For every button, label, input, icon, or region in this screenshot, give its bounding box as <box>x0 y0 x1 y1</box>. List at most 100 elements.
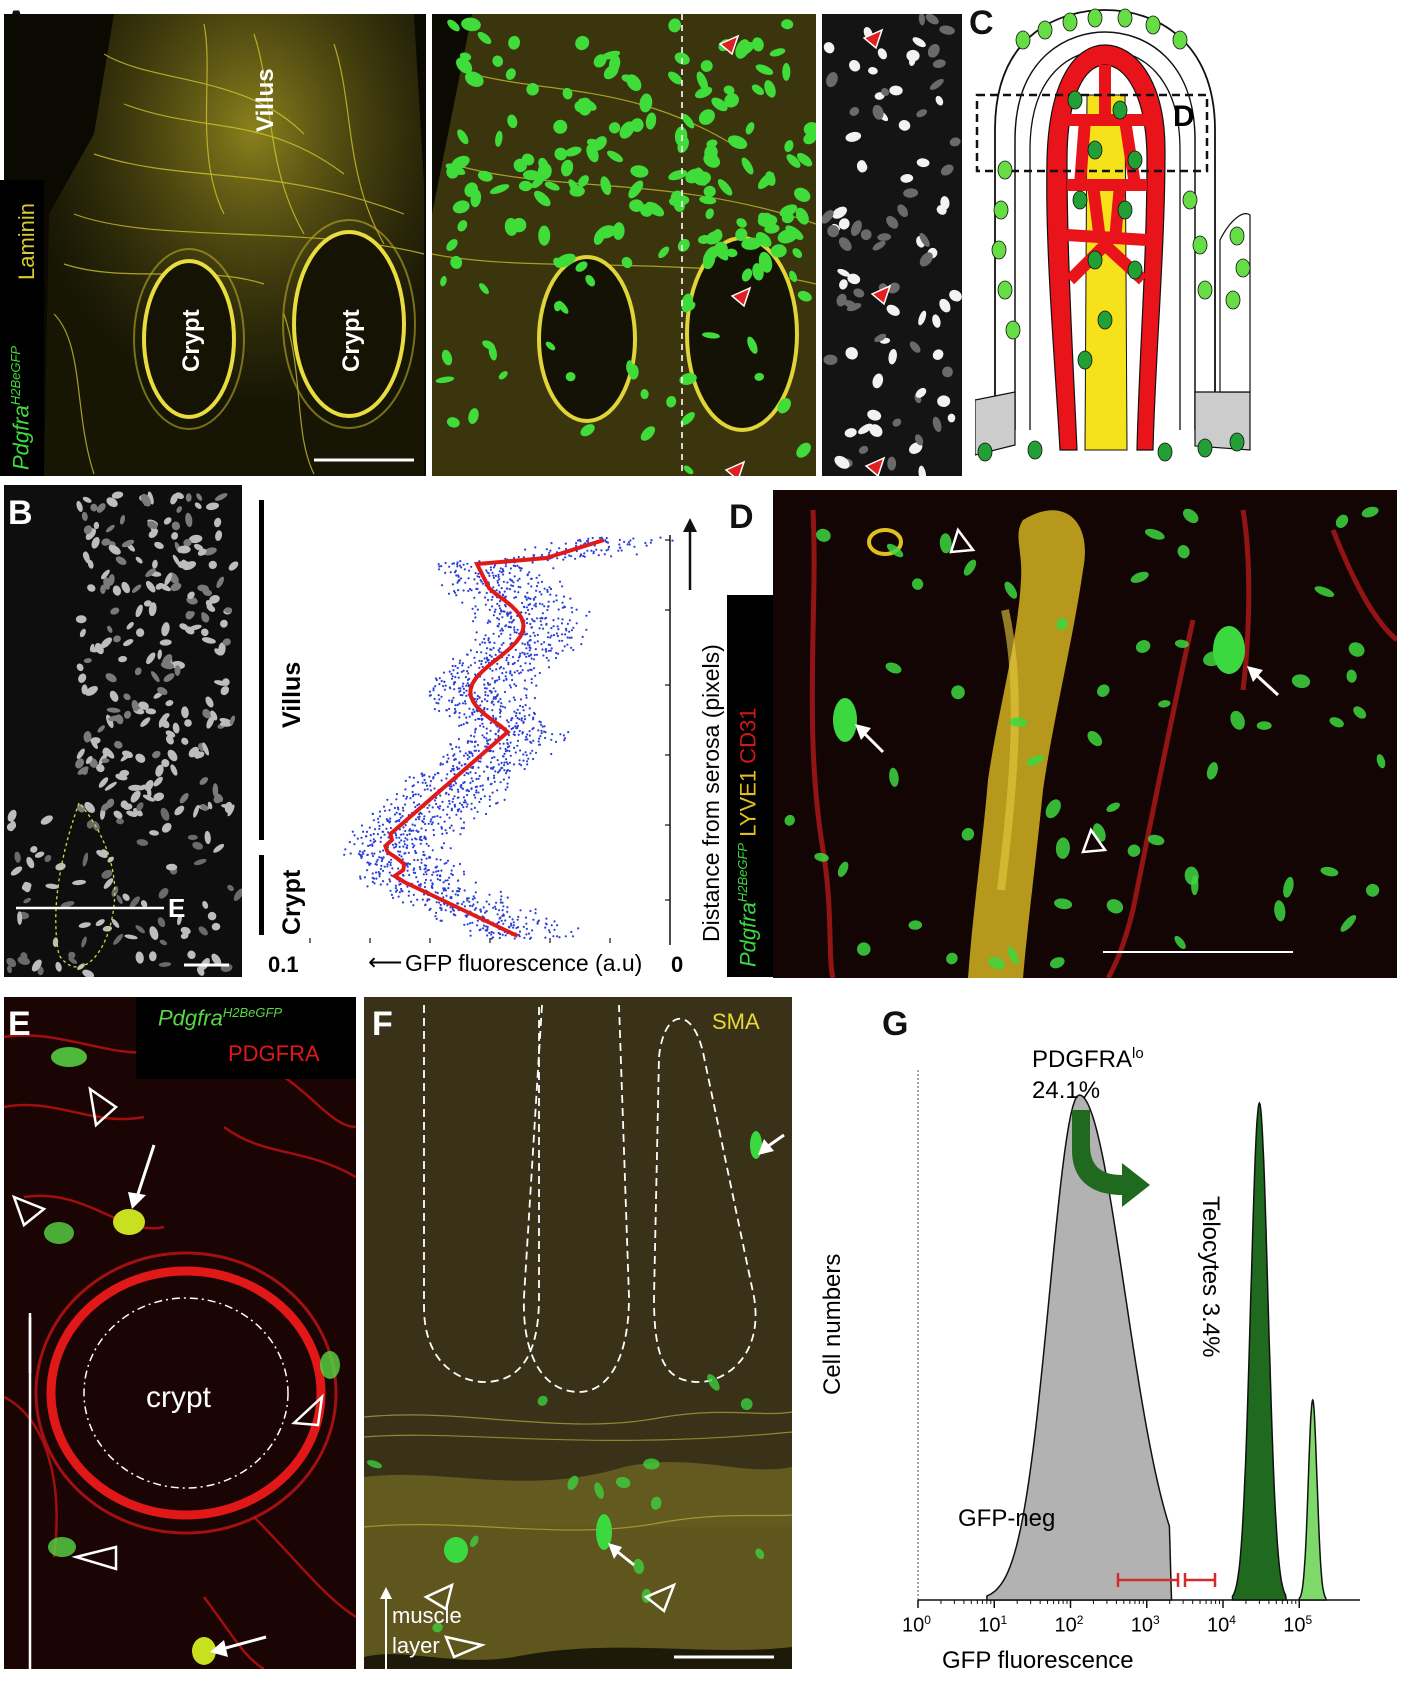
data-point <box>448 699 451 702</box>
data-point <box>423 778 426 782</box>
e-telocyte-2 <box>192 1637 216 1665</box>
data-point <box>461 685 464 688</box>
nucleus <box>123 639 134 647</box>
nucleus <box>949 137 961 147</box>
gfp-nucleus <box>724 93 739 108</box>
data-point <box>466 721 469 725</box>
data-point <box>502 742 505 745</box>
data-point <box>413 858 416 862</box>
data-point <box>428 690 431 693</box>
stromal-cell <box>1072 190 1088 210</box>
nucleus <box>202 742 210 756</box>
data-point <box>477 760 480 763</box>
data-point <box>497 763 500 766</box>
data-point <box>422 817 426 820</box>
data-point <box>483 678 486 681</box>
data-point <box>557 617 560 620</box>
data-point <box>514 596 518 599</box>
data-point <box>489 729 492 732</box>
nucleus <box>95 763 105 773</box>
data-point <box>618 543 621 546</box>
data-point <box>510 922 513 925</box>
data-point <box>450 824 453 827</box>
nucleus <box>939 298 951 313</box>
nucleus <box>30 846 38 853</box>
data-point <box>446 753 449 756</box>
data-point <box>485 900 488 903</box>
data-point <box>530 657 533 660</box>
data-point <box>478 643 482 646</box>
data-point <box>493 774 496 777</box>
nucleus <box>189 624 202 631</box>
data-point <box>547 649 551 652</box>
data-point <box>503 752 506 755</box>
data-point <box>550 752 553 756</box>
data-point <box>528 937 532 940</box>
panel-g-label: G <box>882 1005 909 1043</box>
data-point <box>502 667 505 670</box>
data-point <box>524 548 527 551</box>
data-point <box>444 909 447 912</box>
data-point <box>451 583 454 586</box>
data-point <box>598 536 602 540</box>
data-point <box>426 898 429 901</box>
data-point <box>471 754 474 757</box>
nucleus <box>186 611 195 619</box>
data-point <box>529 740 532 743</box>
nucleus <box>143 600 152 607</box>
data-point <box>437 822 440 825</box>
data-point <box>474 718 477 721</box>
data-point <box>386 798 389 801</box>
data-point <box>447 592 451 595</box>
nucleus <box>918 310 927 326</box>
data-point <box>420 772 423 776</box>
nucleus <box>886 304 900 316</box>
nucleus <box>111 918 120 928</box>
data-point <box>533 697 536 700</box>
data-point <box>491 767 494 770</box>
data-point <box>530 681 533 684</box>
nucleus <box>98 777 109 788</box>
stromal-cell <box>1087 8 1103 28</box>
data-point <box>542 654 545 657</box>
data-point <box>412 868 415 871</box>
data-point <box>500 571 503 574</box>
nucleus <box>131 699 139 712</box>
data-point <box>408 776 411 779</box>
data-point <box>466 803 469 806</box>
data-point <box>570 930 573 934</box>
stromal-cell <box>1145 15 1161 35</box>
gfp-nucleus <box>1097 684 1110 697</box>
data-point <box>488 608 491 611</box>
gfp-nucleus <box>492 55 504 67</box>
gfp-nucleus <box>526 83 539 96</box>
gfp-nucleus <box>508 35 521 50</box>
nucleus <box>14 851 21 863</box>
data-point <box>471 713 474 716</box>
nucleus <box>932 314 941 328</box>
data-point <box>397 867 400 870</box>
data-point <box>550 627 553 630</box>
data-point <box>479 928 482 931</box>
data-point <box>448 799 451 803</box>
data-point <box>498 678 501 681</box>
nucleus <box>157 917 166 928</box>
data-point <box>477 572 480 575</box>
data-point <box>516 744 519 747</box>
data-point <box>534 546 537 549</box>
data-point <box>489 761 493 764</box>
gfp-nucleus <box>470 1535 479 1547</box>
data-point <box>476 919 479 922</box>
nucleus <box>909 442 923 454</box>
trend-line <box>382 538 605 938</box>
nucleus <box>181 559 188 570</box>
nucleus <box>107 856 114 863</box>
data-point <box>500 627 503 630</box>
data-point <box>470 802 473 805</box>
data-point <box>442 685 445 688</box>
nucleus <box>158 582 171 592</box>
data-point <box>562 595 566 598</box>
data-point <box>465 689 468 692</box>
data-point <box>394 834 398 837</box>
data-point <box>575 544 578 547</box>
